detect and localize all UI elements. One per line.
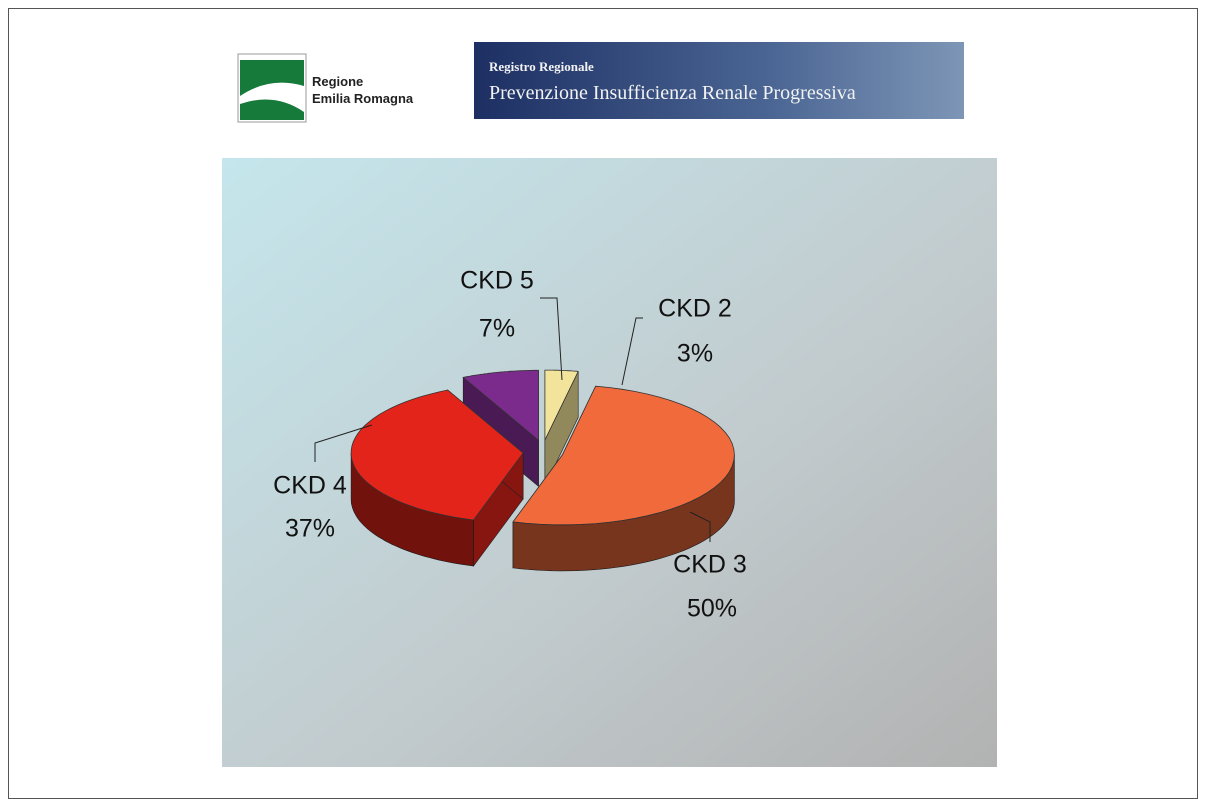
value-label: 37% — [285, 515, 335, 543]
slice — [512, 385, 735, 526]
value-label: 3% — [677, 340, 713, 368]
leader-line — [314, 424, 373, 462]
banner: Registro Regionale Prevenzione Insuffici… — [474, 42, 964, 119]
slice-label: CKD 5 — [460, 267, 534, 295]
banner-title: Prevenzione Insufficienza Renale Progres… — [489, 82, 856, 104]
leader-line — [540, 297, 563, 381]
logo-shape — [240, 99, 304, 120]
logo-text: Emilia Romagna — [312, 91, 414, 106]
banner-bg — [474, 42, 964, 119]
slice — [350, 389, 524, 521]
logo: Regione Emilia Romagna — [237, 53, 414, 123]
banner-subtitle: Registro Regionale — [489, 59, 594, 74]
leader-line — [689, 511, 711, 542]
value-label: 7% — [479, 315, 515, 343]
slice-label: CKD 2 — [658, 295, 732, 323]
logo-shape — [240, 60, 304, 96]
logo-text: Regione — [312, 74, 363, 89]
leader-line — [621, 317, 643, 386]
slice — [462, 369, 539, 442]
slice-label: CKD 3 — [673, 551, 747, 579]
pie: CKD 2 3% CKD 3 50% CKD 4 37% CKD 5 7% — [273, 267, 747, 623]
value-label: 50% — [687, 595, 737, 623]
slice-label: CKD 4 — [273, 472, 347, 500]
